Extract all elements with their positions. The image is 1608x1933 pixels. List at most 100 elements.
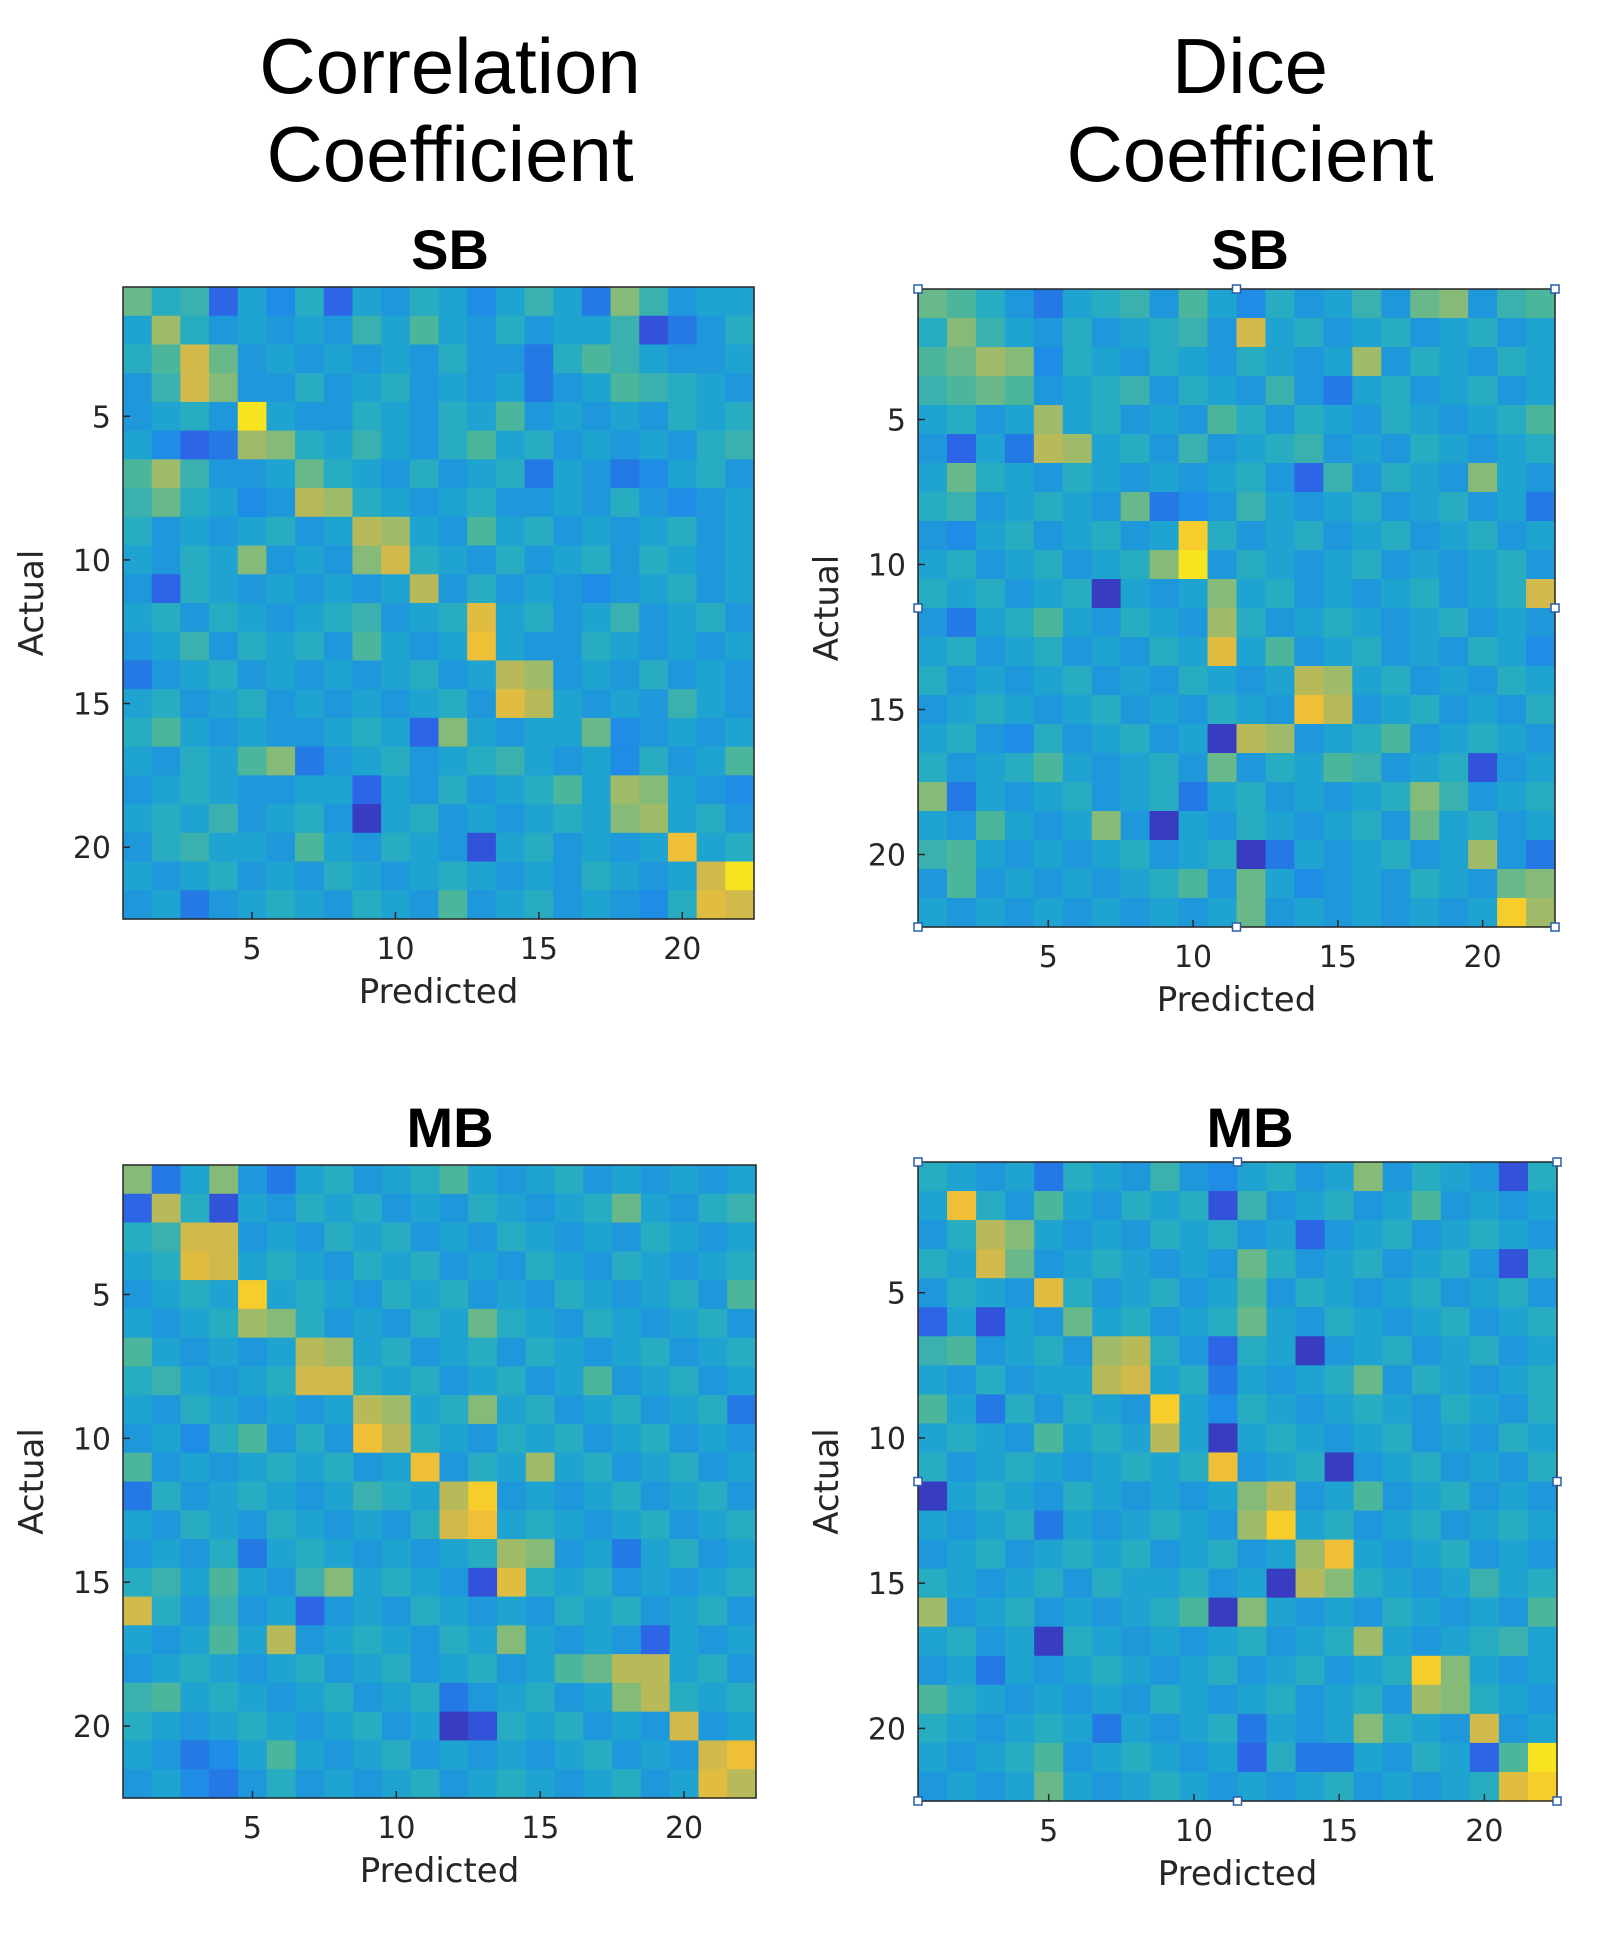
heatmap-cell — [696, 315, 726, 346]
heatmap-cell — [209, 488, 239, 518]
heatmap-cell — [1469, 1452, 1500, 1483]
heatmap-cell — [1150, 1481, 1181, 1512]
selection-handle[interactable] — [913, 1157, 923, 1167]
heatmap-cell — [323, 775, 354, 805]
x-tick-label: 10 — [1174, 940, 1212, 975]
heatmap-cell — [1266, 1336, 1297, 1366]
heatmap-cell — [1497, 898, 1527, 928]
heatmap-cell — [467, 545, 497, 575]
heatmap-cell — [946, 521, 977, 551]
heatmap-cell — [409, 603, 440, 633]
heatmap-cell — [669, 1395, 700, 1425]
heatmap-cell — [1410, 724, 1440, 754]
heatmap-cell — [975, 782, 1006, 812]
heatmap-cell — [1294, 347, 1324, 377]
heatmap-cell — [1120, 753, 1151, 783]
heatmap-cell — [1091, 405, 1122, 435]
heatmap-cell — [1527, 1249, 1558, 1279]
heatmap-cell — [918, 782, 948, 812]
heatmap-cell — [381, 545, 411, 575]
heatmap-cell — [610, 660, 640, 690]
heatmap-cell — [581, 401, 612, 432]
heatmap-cell — [918, 1568, 948, 1599]
heatmap-cell — [1353, 1655, 1384, 1686]
heatmap-cell — [410, 1625, 441, 1655]
heatmap-cell — [1149, 579, 1180, 609]
heatmap-cell — [123, 1165, 153, 1195]
heatmap-cell — [209, 861, 239, 891]
heatmap-cell — [238, 1769, 268, 1799]
selection-handle[interactable] — [1231, 284, 1242, 294]
heatmap-cell — [1440, 1713, 1471, 1744]
heatmap-cell — [1265, 405, 1295, 435]
heatmap-cell — [698, 1682, 728, 1713]
y-tick-label: 10 — [73, 544, 111, 579]
heatmap-cell — [1207, 666, 1238, 696]
heatmap-cell — [151, 1510, 182, 1540]
heatmap-cell — [1323, 840, 1353, 870]
heatmap-cell — [1468, 869, 1498, 899]
heatmap-cell — [438, 603, 468, 633]
heatmap-cell — [238, 1423, 268, 1454]
selection-handle[interactable] — [913, 1796, 923, 1806]
heatmap-cell — [1179, 1655, 1210, 1686]
heatmap-cell — [295, 488, 325, 518]
heatmap-cell — [151, 1222, 182, 1252]
heatmap-cell — [266, 861, 296, 891]
heatmap-cell — [295, 1452, 326, 1483]
selection-handle[interactable] — [1550, 603, 1560, 613]
heatmap-cell — [667, 660, 698, 690]
heatmap-cell — [1091, 898, 1122, 928]
selection-handle[interactable] — [913, 922, 923, 932]
heatmap-cell — [669, 1510, 700, 1540]
heatmap-cell — [353, 1452, 383, 1483]
heatmap-cell — [1468, 521, 1498, 551]
heatmap-cell — [409, 717, 440, 748]
heatmap-cell — [468, 1596, 498, 1626]
heatmap-cell — [1410, 753, 1440, 783]
heatmap-cell — [1092, 1278, 1122, 1308]
heatmap-cell — [1381, 289, 1411, 319]
selection-handle[interactable] — [1550, 284, 1560, 294]
heatmap-cell — [1294, 637, 1324, 667]
heatmap-cell — [554, 1769, 584, 1799]
heatmap-cell — [725, 344, 755, 374]
heatmap-cell — [1411, 1307, 1442, 1337]
heatmap-cell — [1497, 550, 1527, 580]
heatmap-cell — [381, 344, 411, 374]
heatmap-cell — [468, 1740, 498, 1770]
heatmap-cell — [918, 1655, 948, 1686]
heatmap-cell — [1208, 1336, 1239, 1366]
heatmap-cell — [151, 545, 181, 575]
heatmap-cell — [1150, 1568, 1181, 1599]
selection-handle[interactable] — [1550, 922, 1560, 932]
heatmap-cell — [525, 1510, 556, 1540]
heatmap-cell — [237, 516, 268, 547]
heatmap-cell — [1527, 1655, 1558, 1686]
heatmap-cell — [266, 459, 296, 489]
heatmap-cell — [266, 1308, 297, 1339]
selection-handle[interactable] — [1552, 1476, 1562, 1487]
heatmap-cell — [1353, 1336, 1384, 1366]
heatmap-cell — [295, 1165, 326, 1195]
selection-handle[interactable] — [913, 603, 923, 613]
heatmap-cell — [524, 401, 554, 432]
selection-handle[interactable] — [1232, 1796, 1243, 1806]
heatmap-cell — [1121, 1220, 1151, 1250]
heatmap-cell — [975, 637, 1006, 667]
heatmap-cell — [1323, 869, 1353, 899]
heatmap-cell — [1353, 1713, 1384, 1744]
selection-handle[interactable] — [1552, 1796, 1562, 1806]
heatmap-cell — [1236, 695, 1267, 725]
selection-handle[interactable] — [913, 1476, 923, 1487]
heatmap-cell — [495, 660, 526, 690]
heatmap-cell — [266, 401, 296, 432]
heatmap-cell — [725, 430, 755, 460]
selection-handle[interactable] — [1231, 922, 1242, 932]
heatmap-cell — [612, 1596, 642, 1626]
heatmap-cell — [295, 804, 325, 834]
selection-handle[interactable] — [1552, 1157, 1562, 1167]
heatmap-cell — [1352, 608, 1382, 638]
heatmap-cell — [525, 1711, 556, 1742]
selection-handle[interactable] — [913, 284, 923, 294]
